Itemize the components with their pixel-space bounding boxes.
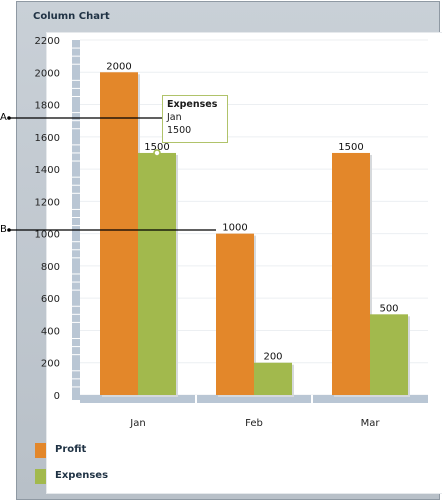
hover-marker xyxy=(153,149,161,157)
y-tick-label: 1400 xyxy=(35,165,60,176)
y-tick-label: 1200 xyxy=(35,197,60,208)
bar-expenses-feb xyxy=(254,362,292,395)
legend-swatch-profit xyxy=(35,443,46,458)
callout-label-b: B xyxy=(0,224,7,235)
legend-swatch-expenses xyxy=(35,469,46,484)
bar-profit-mar xyxy=(332,152,370,395)
legend-label-expenses: Expenses xyxy=(55,470,109,481)
x-tick-label: Feb xyxy=(245,418,263,429)
bar-expenses-mar xyxy=(370,314,408,395)
data-label: 1500 xyxy=(144,142,169,153)
data-label: 1500 xyxy=(338,142,363,153)
y-tick-label: 400 xyxy=(41,326,60,337)
y-tick-label: 600 xyxy=(41,294,60,305)
y-tick-label: 1800 xyxy=(35,101,60,112)
callout-dot-b xyxy=(7,228,11,232)
legend-label-profit: Profit xyxy=(55,444,87,455)
data-label: 500 xyxy=(379,303,398,314)
x-tick-label: Mar xyxy=(361,418,381,429)
legend-item-expenses[interactable]: Expenses xyxy=(35,469,175,485)
y-tick-label: 2200 xyxy=(35,36,60,47)
x-axis-band xyxy=(80,395,428,403)
data-tooltip: Expenses Jan 1500 xyxy=(162,95,228,143)
panel-title: Column Chart xyxy=(33,11,110,22)
data-label: 2000 xyxy=(106,61,131,72)
callout-dot-a xyxy=(7,116,11,120)
callout-label-a: A xyxy=(0,112,7,123)
bar-profit-feb xyxy=(216,233,254,395)
y-axis-band xyxy=(72,40,80,400)
y-tick-label: 2000 xyxy=(35,68,60,79)
data-label: 200 xyxy=(263,352,282,363)
bar-profit-jan xyxy=(100,72,138,395)
y-tick-label: 0 xyxy=(54,391,60,402)
legend-item-profit[interactable]: Profit xyxy=(35,443,175,459)
tooltip-value: 1500 xyxy=(167,125,192,136)
data-label: 1000 xyxy=(222,223,247,234)
y-tick-label: 800 xyxy=(41,262,60,273)
y-tick-label: 1600 xyxy=(35,133,60,144)
x-tick-label: Jan xyxy=(129,418,145,429)
bar-expenses-jan xyxy=(138,152,176,395)
tooltip-category: Jan xyxy=(167,112,182,123)
y-tick-label: 1000 xyxy=(35,230,60,241)
tooltip-series: Expenses xyxy=(167,99,218,110)
y-tick-label: 200 xyxy=(41,359,60,370)
